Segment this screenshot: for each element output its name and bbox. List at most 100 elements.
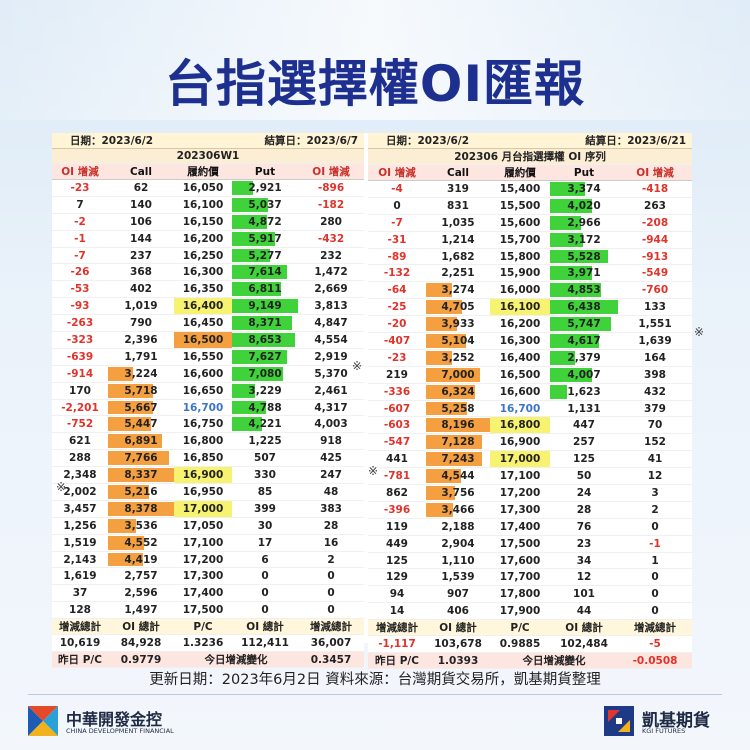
strike-price: 15,800 [490,248,551,266]
strike-value: 16,250 [182,249,224,262]
put-oi-bar [550,300,619,315]
put-oi-change: 4,847 [298,314,365,333]
marker-17200: ※ [368,464,379,478]
table-row: 1,256 3,536 17,050 30 28 [52,517,365,535]
put-oi: 2,966 [550,214,619,232]
put-oi-bar [232,282,281,297]
call-oi-value: 237 [130,249,152,262]
table-row: 621 6,891 16,800 1,225 918 [52,432,365,451]
strike-value: 17,800 [499,588,541,601]
call-oi-change: -7 [368,214,426,232]
summary-label: OI 總計 [232,618,299,636]
put-oi-bar [232,265,287,280]
put-oi-change: 280 [298,213,365,231]
call-oi: 3,536 [108,517,175,535]
call-oi-change: -64 [368,281,426,300]
strike-price: 17,400 [174,584,233,603]
put-oi: 7,614 [232,263,299,282]
call-oi-value: 2,757 [124,570,158,583]
put-oi-change: 383 [298,500,365,518]
column-header: Call [426,164,491,181]
put-oi-change: 2,461 [298,382,365,400]
call-oi: 907 [426,585,491,604]
put-oi-bar [232,417,263,432]
put-oi-bar [550,232,584,247]
call-oi-change: -20 [368,315,426,334]
call-oi: 5,258 [426,400,491,418]
put-oi-value: 1,225 [248,435,282,448]
strike-price: 16,700 [490,400,551,418]
call-oi-value: 5,216 [124,485,158,498]
call-oi-bar [426,367,481,382]
series-title: 202306W1 [52,148,365,164]
call-oi-bar [426,401,467,416]
summary-value-row: -1,117 103,678 0.9885 102,484 -5 [368,635,693,654]
table-row: -607 5,258 16,700 1,131 379 [368,400,693,418]
strike-price: 15,400 [490,180,551,198]
strike-value: 17,400 [499,520,541,533]
call-oi-value: 3,536 [124,519,158,532]
strike-price: 17,300 [174,567,233,586]
call-oi: 790 [108,314,175,333]
call-oi-value: 5,447 [124,418,158,431]
call-oi: 2,904 [426,535,491,553]
call-oi-value: 140 [130,198,152,211]
call-oi-value: 1,682 [441,250,475,263]
put-oi-change: 918 [298,432,365,451]
put-oi-change: 0 [618,602,693,621]
daily-change-label: 今日增減變化 [490,652,619,670]
put-oi-value: 4,853 [567,284,601,297]
strike-value: 16,050 [182,181,224,194]
put-oi: 6,438 [550,298,619,317]
call-oi-bar [426,502,453,517]
put-oi: 4,872 [232,213,299,231]
summary-value: 10,619 [52,634,108,653]
table-row: 37 2,596 17,400 0 0 [52,584,365,603]
put-oi-bar [232,231,275,246]
put-oi: 5,277 [232,247,299,265]
summary-value-row: 10,619 84,928 1.3236 112,411 36,007 [52,634,365,653]
put-oi: 3,172 [550,231,619,249]
strike-value: 16,350 [182,283,224,296]
call-oi: 5,447 [108,415,175,434]
put-oi: 4,221 [232,415,299,434]
call-oi-change: 862 [368,484,426,502]
table-row: -2 106 16,150 4,872 280 [52,213,365,231]
table-row: 119 2,188 17,400 76 0 [368,518,693,536]
table-row: 125 1,110 17,600 34 1 [368,552,693,570]
strike-value: 17,700 [499,571,541,584]
call-oi: 4,544 [426,467,491,486]
strike-value: 16,750 [182,418,224,431]
put-oi-change: 152 [618,433,693,452]
put-oi-value: 0 [261,604,269,617]
put-oi-bar [550,283,602,298]
call-oi-bar [108,501,175,516]
strike-price: 15,600 [490,214,551,232]
call-oi-change: 129 [368,568,426,587]
kgi-logo-text: 凱基期貨 [642,711,710,731]
strike-price: 16,300 [174,263,233,282]
call-oi-change: -781 [368,467,426,486]
put-oi-bar [232,316,293,331]
put-oi-value: 2,966 [567,216,601,229]
put-oi: 4,020 [550,197,619,215]
put-oi: 2,379 [550,349,619,367]
call-oi-value: 2,596 [124,587,158,600]
table-row: 288 7,766 16,850 507 425 [52,449,365,468]
put-oi-value: 4,007 [567,368,601,381]
daily-change-value: 0.3457 [298,651,365,669]
put-oi-change: 2,669 [298,280,365,299]
put-oi-value: 4,020 [567,199,601,212]
put-oi: 330 [232,466,299,485]
strike-value: 17,300 [182,570,224,583]
call-oi-bar [426,350,452,365]
summary-label: 增減總計 [298,618,365,636]
call-oi-change: -396 [368,501,426,519]
put-oi-change: 1,551 [618,315,693,334]
put-oi-bar [550,384,568,399]
put-oi-value: 3,971 [567,267,601,280]
call-oi-change: 621 [52,432,108,451]
table-row: -781 4,544 17,100 50 12 [368,467,693,486]
put-oi-value: 44 [576,605,592,618]
strike-value: 16,300 [499,334,541,347]
